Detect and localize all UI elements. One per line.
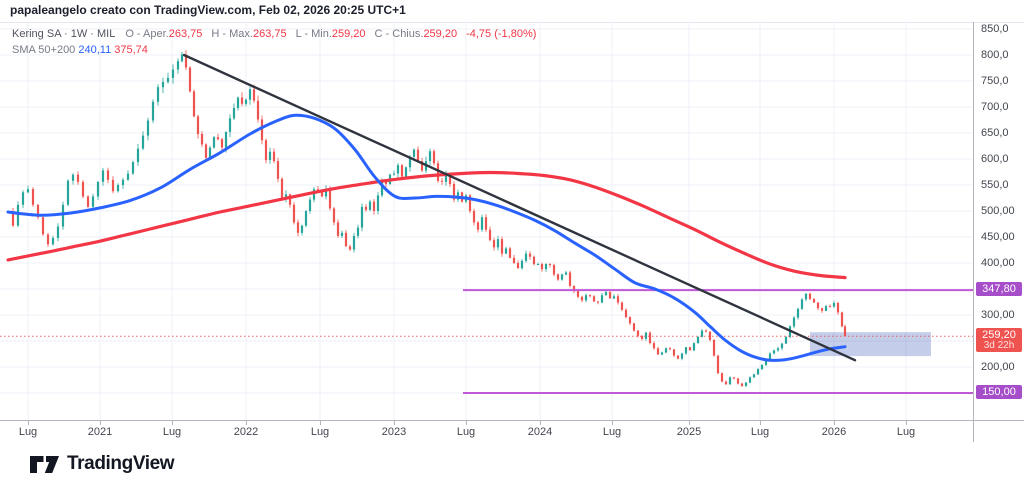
price-tick-label: 200,00 <box>981 361 1015 373</box>
time-axis-border <box>0 420 1024 421</box>
time-tick-mark <box>320 421 321 425</box>
bar-countdown: 3d 22h <box>983 340 1015 352</box>
trendline <box>182 53 857 362</box>
ohlc-high: H - Max.263,75 <box>211 28 287 40</box>
price-tick-label: 750,0 <box>981 75 1009 87</box>
change-value: -4,75 (-1,80%) <box>466 28 537 40</box>
price-tick-label: 450,00 <box>981 231 1015 243</box>
time-tick-label: Lug <box>896 426 916 438</box>
time-tick-mark <box>612 421 613 425</box>
time-tick-mark <box>760 421 761 425</box>
level-price-badge: 150,00 <box>976 385 1022 399</box>
price-axis[interactable]: 850,0 800,0 750,0 700,0 650,0 600,0 550,0 500,0… <box>974 22 1024 442</box>
grid <box>0 22 973 420</box>
chart-canvas[interactable] <box>0 0 973 445</box>
supply-zone-rect <box>810 332 931 357</box>
chart-legend: Kering SA · 1W · MIL O - Aper.263,75 H - M… <box>12 27 536 58</box>
time-tick-mark <box>540 421 541 425</box>
price-axis-border <box>973 22 974 442</box>
time-tick-label: 2024 <box>527 426 553 438</box>
ohlc-open: O - Aper.263,75 <box>125 28 203 40</box>
sma50-line <box>6 113 847 362</box>
time-tick-mark <box>394 421 395 425</box>
price-tick-label: 700,0 <box>981 101 1009 113</box>
tradingview-logo-text: TradingView <box>67 453 175 474</box>
horizontal-level-lines <box>463 289 973 394</box>
time-tick-mark <box>834 421 835 425</box>
time-tick-mark <box>466 421 467 425</box>
ohlc-low: L - Min.259,20 <box>295 28 366 40</box>
current-price-badge: 259,20 3d 22h <box>976 328 1022 353</box>
time-tick-label: 2021 <box>87 426 113 438</box>
time-tick-mark <box>28 421 29 425</box>
price-tick-label: 500,00 <box>981 205 1015 217</box>
time-tick-label: 2026 <box>821 426 847 438</box>
time-tick-mark <box>246 421 247 425</box>
sma200-value: 375,74 <box>114 44 148 56</box>
tradingview-logo-icon <box>30 455 59 473</box>
price-tick-label: 300,00 <box>981 309 1015 321</box>
time-tick-label: 2025 <box>676 426 702 438</box>
tradingview-logo[interactable]: TradingView <box>30 453 175 475</box>
time-tick-mark <box>906 421 907 425</box>
price-tick-label: 550,0 <box>981 179 1009 191</box>
price-tick-label: 400,00 <box>981 257 1015 269</box>
watermark-text: papaleangelo creato con TradingView.com,… <box>10 3 406 17</box>
level-price-badge: 347,80 <box>976 282 1022 297</box>
footer: TradingView <box>0 445 1024 492</box>
symbol-title: Kering SA · 1W · MIL <box>12 28 116 40</box>
price-tick-label: 650,0 <box>981 127 1009 139</box>
time-tick-mark <box>689 421 690 425</box>
time-tick-label: Lug <box>162 426 182 438</box>
sma200-line <box>6 170 847 280</box>
chart-pane[interactable]: Kering SA · 1W · MIL O - Aper.263,75 H - M… <box>0 0 973 445</box>
time-tick-label: Lug <box>18 426 38 438</box>
header-separator <box>0 22 1024 23</box>
time-axis[interactable]: Lug 2021 Lug 2022 Lug 2023 Lug 2024 Lug 2025 Lug 20… <box>0 421 973 445</box>
time-tick-label: 2022 <box>233 426 259 438</box>
time-tick-label: Lug <box>456 426 476 438</box>
time-tick-mark <box>172 421 173 425</box>
time-tick-label: Lug <box>310 426 330 438</box>
time-tick-label: Lug <box>602 426 622 438</box>
time-tick-label: 2023 <box>381 426 407 438</box>
sma50-value: 240,11 <box>78 44 112 56</box>
price-tick-label: 800,0 <box>981 49 1009 61</box>
time-tick-label: Lug <box>750 426 770 438</box>
sma-indicator-label: SMA 50+200 <box>12 44 76 56</box>
ohlc-close: C - Chius.259,20 <box>374 28 458 40</box>
time-tick-mark <box>100 421 101 425</box>
price-tick-label: 850,0 <box>981 23 1009 35</box>
price-tick-label: 600,0 <box>981 153 1009 165</box>
